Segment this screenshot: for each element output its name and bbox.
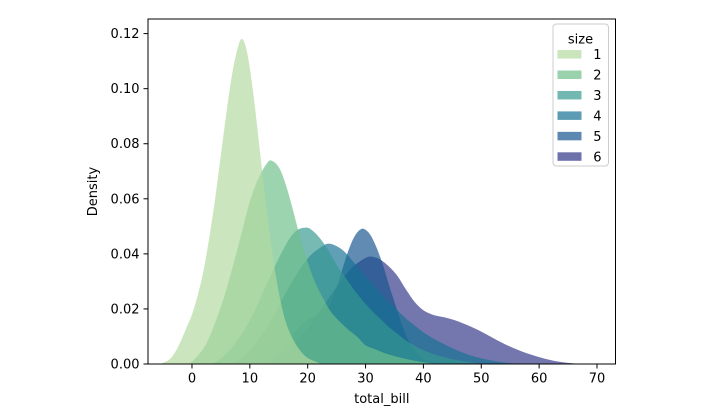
- x-tick-label: 50: [473, 372, 490, 387]
- legend-swatch-size-1: [557, 50, 582, 59]
- x-tick-label: 20: [299, 372, 316, 387]
- y-tick-label: 0.00: [111, 358, 140, 373]
- x-tick-label: 0: [188, 372, 196, 387]
- x-tick-label: 30: [357, 372, 374, 387]
- legend-entry-label: 2: [593, 68, 601, 83]
- legend-swatch-size-2: [557, 70, 582, 79]
- legend-entries: 1 2 3 4 5 6: [557, 48, 602, 165]
- axes-spines: [147, 18, 616, 365]
- legend-entry-label: 3: [593, 89, 601, 104]
- y-tick-label: 0.06: [111, 192, 140, 207]
- kde-curves: [160, 38, 580, 364]
- y-axis-label: Density: [86, 166, 101, 216]
- legend-title: size: [568, 33, 593, 48]
- x-tick-label: 60: [531, 372, 548, 387]
- y-axis-ticks: 0.00 0.02 0.04 0.06 0.08 0.10 0.12: [111, 27, 148, 373]
- legend-entry-label: 5: [593, 130, 601, 145]
- y-tick-label: 0.10: [111, 82, 140, 97]
- y-tick-label: 0.12: [111, 27, 140, 42]
- legend-entry-label: 6: [593, 150, 601, 165]
- x-axis-ticks: 0 10 20 30 40 50 60 70: [188, 364, 605, 387]
- x-axis-label: total_bill: [354, 392, 409, 407]
- legend: size 1 2 3 4 5 6: [552, 23, 609, 167]
- x-tick-label: 70: [589, 372, 606, 387]
- legend-entry-label: 1: [593, 48, 601, 63]
- legend-swatch-size-4: [557, 111, 582, 120]
- x-tick-label: 10: [242, 372, 259, 387]
- legend-swatch-size-6: [557, 152, 582, 161]
- legend-entry-label: 4: [593, 109, 601, 124]
- x-tick-label: 40: [415, 372, 432, 387]
- kde-curve-size-1: [160, 38, 323, 364]
- y-tick-label: 0.04: [111, 247, 140, 262]
- y-tick-label: 0.08: [111, 137, 140, 152]
- legend-swatch-size-5: [557, 131, 582, 141]
- y-tick-label: 0.02: [111, 302, 140, 317]
- legend-swatch-size-3: [557, 90, 582, 100]
